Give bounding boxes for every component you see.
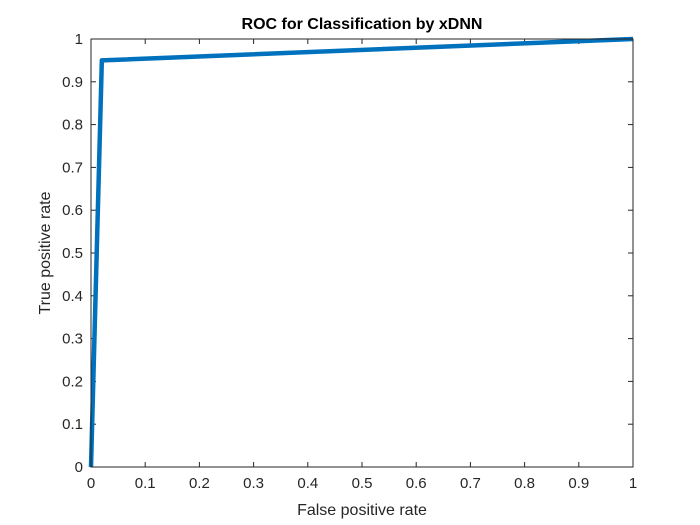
- y-tick-label: 0.3: [62, 331, 83, 348]
- y-tick-label: 0.4: [62, 288, 83, 305]
- x-tick-label: 0.5: [352, 475, 373, 492]
- y-tick-labels: 0 0.1 0.2 0.3 0.4 0.5 0.6 0.7 0.8 0.9 1: [62, 31, 83, 476]
- y-tick-label: 0: [75, 459, 83, 476]
- y-tick-label: 0.8: [62, 117, 83, 134]
- y-tick-label: 0.1: [62, 416, 83, 433]
- y-tick-label: 0.5: [62, 245, 83, 262]
- x-tick-label: 0.6: [406, 475, 427, 492]
- x-tick-labels: 0 0.1 0.2 0.3 0.4 0.5 0.6 0.7 0.8 0.9 1: [87, 475, 637, 492]
- x-tick-label: 0.8: [514, 475, 535, 492]
- y-tick-label: 0.9: [62, 74, 83, 91]
- y-tick-label: 0.6: [62, 202, 83, 219]
- x-tick-label: 0.3: [243, 475, 264, 492]
- x-tick-label: 0.9: [568, 475, 589, 492]
- chart-title: ROC for Classification by xDNN: [242, 16, 483, 33]
- x-axis-label: False positive rate: [297, 502, 427, 519]
- y-tick-label: 0.7: [62, 159, 83, 176]
- y-tick-label: 1: [75, 31, 83, 48]
- x-tick-label: 1: [629, 475, 637, 492]
- axes-box: [90, 38, 634, 468]
- x-tick-label: 0: [87, 475, 95, 492]
- plot-area: [91, 39, 633, 467]
- y-tick-label: 0.2: [62, 373, 83, 390]
- x-tick-label: 0.7: [460, 475, 481, 492]
- y-axis-label: True positive rate: [37, 191, 54, 314]
- x-tick-label: 0.2: [189, 475, 210, 492]
- x-tick-label: 0.1: [135, 475, 156, 492]
- x-tick-label: 0.4: [297, 475, 318, 492]
